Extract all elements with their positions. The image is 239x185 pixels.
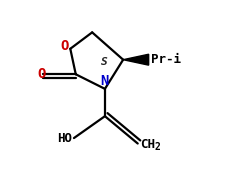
Text: O: O bbox=[61, 39, 69, 53]
Text: O: O bbox=[37, 67, 45, 81]
Text: S: S bbox=[101, 57, 107, 67]
Text: N: N bbox=[101, 74, 109, 88]
Text: CH: CH bbox=[141, 138, 155, 151]
Text: 2: 2 bbox=[154, 142, 160, 152]
Text: Pr-i: Pr-i bbox=[151, 53, 181, 66]
Polygon shape bbox=[123, 54, 149, 65]
Text: HO: HO bbox=[57, 132, 72, 145]
